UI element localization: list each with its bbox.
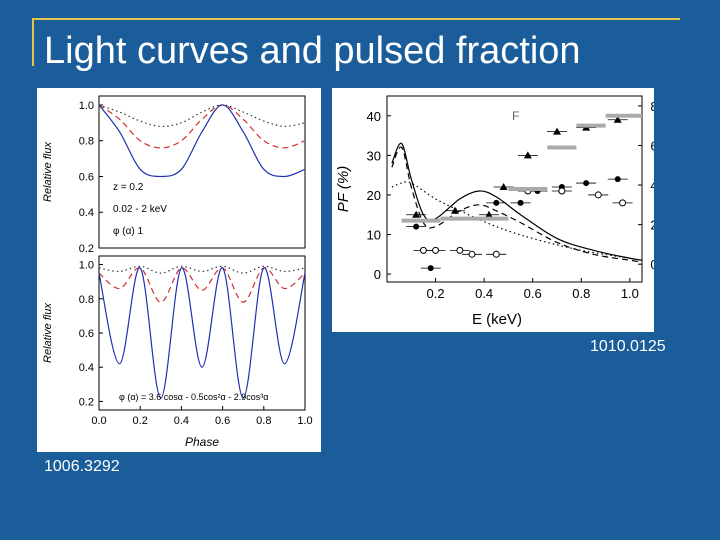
top-chart-annotation-0: z = 0.2: [113, 182, 144, 193]
right-chart-ytick-label-4: 40: [367, 109, 381, 124]
bottom-chart-xtick-label-4: 0.8: [256, 415, 271, 427]
right-chart-series-3-point-3: [517, 199, 524, 206]
right-chart-ylabel: PF (%): [335, 166, 352, 212]
right-chart-series-5-point-2: [485, 210, 493, 218]
bottom-chart-series-0-line: [98, 265, 306, 274]
bottom-chart-ytick-label-4: 1.0: [79, 260, 94, 272]
right-chart-series-3-point-2: [493, 199, 500, 206]
right-chart-xtick-label-1: 0.4: [475, 286, 493, 301]
bottom-chart-ytick-label-0: 0.2: [79, 396, 94, 408]
right-chart-frame: [386, 95, 643, 283]
right-chart-series-5-point-0: [412, 210, 421, 218]
right-chart-ytick-label-0: 0: [374, 267, 381, 282]
right-chart-series-0-line: [391, 142, 643, 261]
bottom-chart-xtick-label-1: 0.2: [133, 415, 148, 427]
bottom-chart-annotation: φ (α) = 3.6 cosα - 0.5cos²α - 2.9cos³α: [119, 392, 268, 402]
right-chart-series-1-line: [391, 146, 643, 263]
right-chart-series-5-point-7: [613, 115, 622, 123]
right-chart-legend: F: [512, 109, 519, 123]
right-chart-series-4-point-6: [558, 187, 566, 195]
right-chart-xtick-label-4: 1.0: [621, 286, 639, 301]
reference-right: 1010.0125: [590, 338, 666, 355]
right-chart-ytick-label-3: 30: [367, 148, 381, 163]
bottom-chart-xlabel: Phase: [185, 435, 219, 449]
top-chart-series-0-line: [98, 104, 306, 128]
bottom-chart-ytick-label-1: 0.4: [79, 362, 94, 374]
top-chart-series-1-line: [98, 104, 306, 149]
right-figure: 0 10 20 30 40 0 2 4 6 8 0.2 0.4 0.6 0.8 1.0 F E (keV) PF …: [335, 95, 681, 328]
right-chart-series-4-point-0: [419, 246, 427, 254]
right-chart-series-4-point-8: [619, 199, 627, 207]
accent-left-line: [32, 20, 34, 66]
left-figure-panel: 0.2 0.4 0.6 0.8 1.0 Relative flux 0.2 0.4 0.6 0.8…: [37, 88, 321, 452]
top-chart-ytick-label-4: 1.0: [79, 100, 94, 112]
right-chart-y2tick-label-0: 0: [650, 257, 654, 272]
top-chart-ytick-label-2: 0.6: [79, 171, 94, 183]
right-chart-series-5-point-3: [499, 183, 508, 191]
left-figure: 0.2 0.4 0.6 0.8 1.0 Relative flux 0.2 0.4 0.6 0.8…: [42, 95, 313, 449]
top-chart-ytick-label-1: 0.4: [79, 207, 94, 219]
bottom-chart-series-1-line: [98, 267, 306, 303]
bottom-chart-ytick-label-2: 0.6: [79, 328, 94, 340]
right-chart-y2tick-label-2: 4: [650, 178, 654, 193]
accent-top-line: [32, 18, 680, 20]
right-chart-series-5-point-1: [451, 206, 459, 214]
reference-left: 1006.3292: [44, 458, 120, 475]
slide-title: Light curves and pulsed fraction: [44, 30, 581, 72]
bottom-chart-xtick-label-3: 0.6: [215, 415, 230, 427]
right-chart-series-4-point-7: [594, 191, 602, 199]
right-chart-y2tick-label-1: 2: [650, 218, 654, 233]
bottom-chart-xtick-label-0: 0.0: [91, 415, 106, 427]
right-chart-xtick-label-2: 0.6: [524, 286, 542, 301]
top-chart-annotation-2: φ (α) 1: [113, 226, 143, 237]
right-chart-series-5-point-5: [553, 127, 561, 135]
bottom-chart-ylabel: Relative flux: [42, 303, 54, 363]
right-chart-xtick-label-0: 0.2: [427, 286, 445, 301]
top-chart-frame: [98, 95, 306, 249]
right-chart-xtick-label-3: 0.8: [572, 286, 590, 301]
right-chart-y2tick-label-3: 6: [650, 138, 654, 153]
right-chart-series-5-point-4: [523, 151, 532, 159]
right-chart-ytick-label-1: 10: [367, 228, 381, 243]
right-chart-series-4-point-1: [432, 246, 440, 254]
top-chart-ytick-label-3: 0.8: [79, 136, 94, 148]
right-chart-series-3-point-0: [413, 223, 420, 230]
bottom-chart-frame: [98, 255, 306, 411]
right-chart-ytick-label-2: 20: [367, 188, 381, 203]
right-chart-series-3-point-6: [583, 180, 590, 187]
right-chart-series-3-point-1: [427, 265, 434, 272]
top-chart-annotation-1: 0.02 - 2 keV: [113, 204, 167, 215]
top-chart-series-2-line: [98, 104, 306, 178]
bottom-chart-xtick-label-2: 0.4: [174, 415, 189, 427]
right-chart-series-4-point-3: [468, 250, 476, 258]
right-chart-y2tick-label-4: 8: [650, 99, 654, 114]
top-chart-ytick-label-0: 0.2: [79, 243, 94, 255]
right-chart-series-3-point-7: [614, 176, 621, 183]
right-figure-panel: 0 10 20 30 40 0 2 4 6 8 0.2 0.4 0.6 0.8 1.0 F E (keV) PF …: [332, 88, 681, 332]
right-chart-xlabel: E (keV): [472, 311, 522, 328]
right-chart-series-4-point-2: [456, 246, 464, 254]
right-chart-series-4-point-4: [492, 250, 500, 258]
top-chart-ylabel: Relative flux: [42, 142, 54, 202]
bottom-chart-ytick-label-3: 0.8: [79, 294, 94, 306]
bottom-chart-series-2-line: [98, 267, 306, 399]
bottom-chart-xtick-label-5: 1.0: [297, 415, 312, 427]
